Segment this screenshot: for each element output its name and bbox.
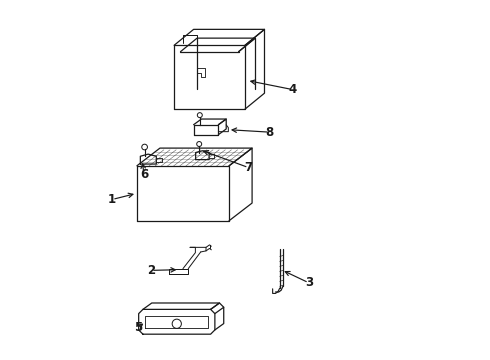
Text: 4: 4 [289, 83, 297, 96]
Text: 3: 3 [305, 276, 313, 289]
Text: 2: 2 [147, 264, 155, 277]
Text: 6: 6 [140, 168, 148, 181]
Text: 1: 1 [108, 193, 116, 206]
Text: 8: 8 [266, 126, 274, 139]
Text: 5: 5 [135, 321, 143, 334]
Text: 7: 7 [245, 161, 253, 174]
